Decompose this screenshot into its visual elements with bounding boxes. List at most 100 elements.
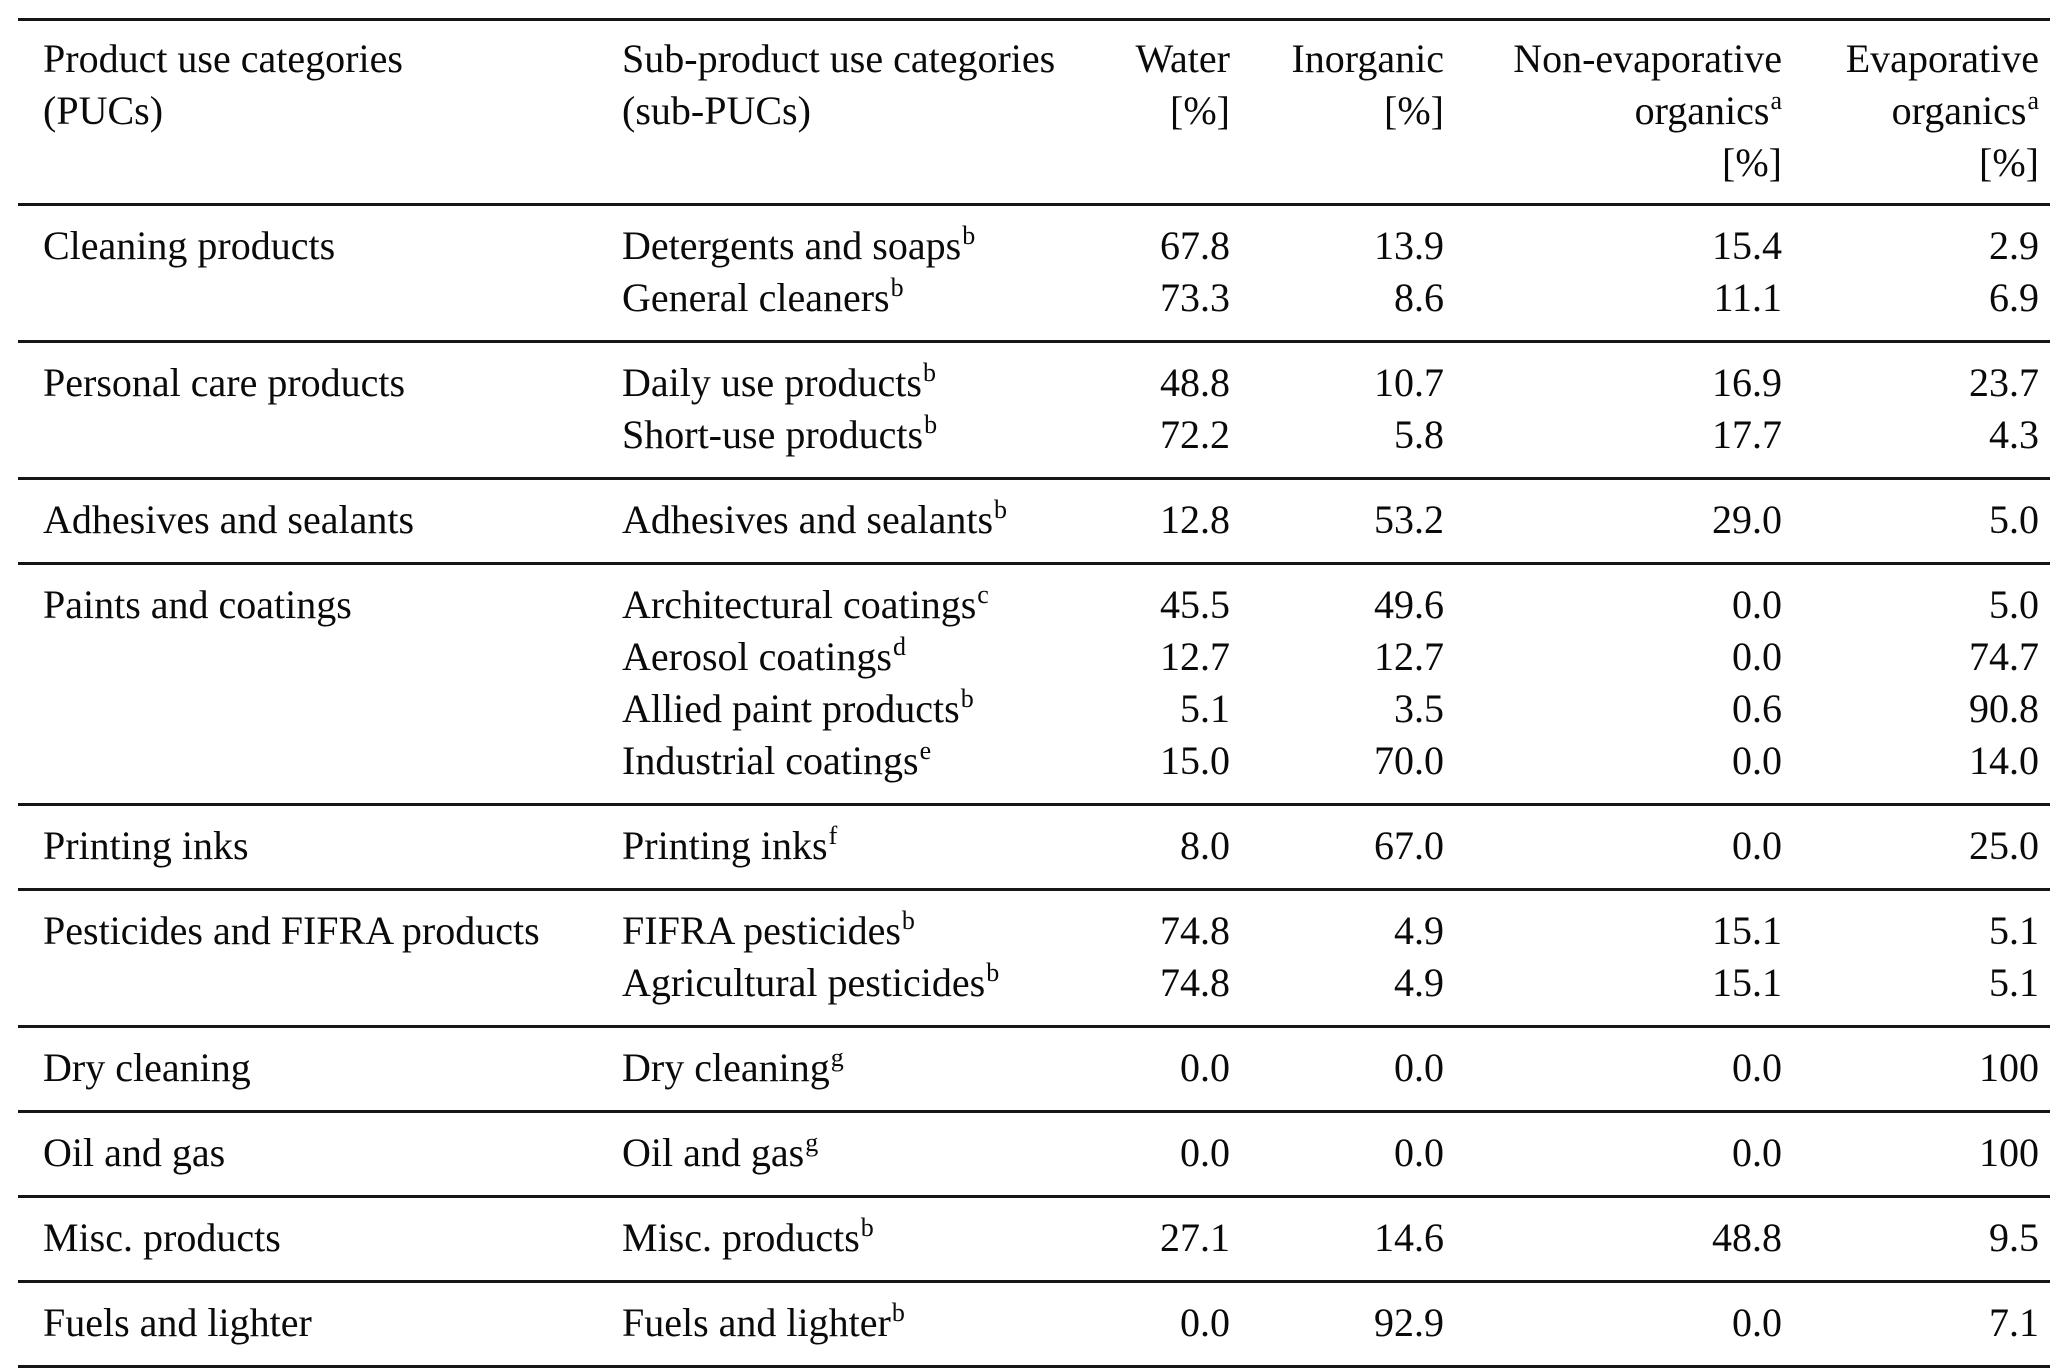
subpuc-label: Oil and gas bbox=[622, 1130, 805, 1175]
puc-cell: Pesticides and FIFRA products bbox=[43, 908, 540, 953]
evap-value-cell: 90.8 bbox=[1969, 686, 2039, 731]
subpuc-cell: Agricultural pesticidesb bbox=[622, 957, 1072, 1027]
footnote-marker-g: g bbox=[830, 1043, 844, 1072]
header-nonevap-word: organics bbox=[1634, 88, 1770, 133]
header-subpuc-line2: (sub-PUCs) bbox=[622, 88, 811, 133]
table-row: Adhesives and sealants Adhesives and seal… bbox=[18, 479, 2050, 564]
footnote-marker-c: c bbox=[977, 580, 989, 609]
composition-table: Product use categories (PUCs) Sub-produc… bbox=[18, 18, 2050, 1368]
evap-value-cell: 5.1 bbox=[1989, 908, 2039, 953]
footnote-marker-b: b bbox=[922, 358, 936, 387]
nonevap-value-cell: 16.9 bbox=[1712, 360, 1782, 405]
footnote-marker-b: b bbox=[994, 495, 1008, 524]
footnote-marker-g: g bbox=[805, 1128, 819, 1157]
paper-table-page: Product use categories (PUCs) Sub-produc… bbox=[0, 18, 2067, 1371]
footnote-marker-b: b bbox=[891, 1298, 905, 1327]
table-group: Fuels and lighter Fuels and lighterb 0.0 92… bbox=[18, 1281, 2050, 1367]
water-value-cell: 12.7 bbox=[1160, 634, 1230, 679]
puc-cell: Misc. products bbox=[43, 1215, 281, 1260]
header-water: Water [%] bbox=[1072, 20, 1231, 205]
subpuc-cell: Industrial coatingse bbox=[622, 735, 1072, 805]
footnote-marker-a: a bbox=[2027, 86, 2039, 115]
inorganic-value-cell: 0.0 bbox=[1394, 1130, 1444, 1175]
water-value-cell: 73.3 bbox=[1160, 275, 1230, 320]
subpuc-cell: Detergents and soapsb bbox=[622, 205, 1072, 273]
nonevap-value-cell: 0.0 bbox=[1732, 823, 1782, 868]
evap-value-cell: 74.7 bbox=[1969, 634, 2039, 679]
table-row: Misc. products Misc. productsb 27.1 14.6 48.… bbox=[18, 1197, 2050, 1282]
nonevap-value-cell: 48.8 bbox=[1712, 1215, 1782, 1260]
subpuc-cell: Short-use productsb bbox=[622, 409, 1072, 479]
header-evap-word: organics bbox=[1891, 88, 2027, 133]
water-value-cell: 72.2 bbox=[1160, 412, 1230, 457]
water-value-cell: 74.8 bbox=[1160, 908, 1230, 953]
nonevap-value-cell: 15.4 bbox=[1712, 223, 1782, 268]
subpuc-cell: Fuels and lighterb bbox=[622, 1282, 1072, 1367]
water-value-cell: 67.8 bbox=[1160, 223, 1230, 268]
nonevap-value-cell: 0.0 bbox=[1732, 738, 1782, 783]
subpuc-label: Aerosol coatings bbox=[622, 634, 892, 679]
header-inorganic: Inorganic [%] bbox=[1230, 20, 1444, 205]
subpuc-cell: Architectural coatingsc bbox=[622, 564, 1072, 632]
evap-value-cell: 23.7 bbox=[1969, 360, 2039, 405]
subpuc-cell: Dry cleaningg bbox=[622, 1027, 1072, 1112]
table-row: Oil and gas Oil and gasg 0.0 0.0 0.0 100 bbox=[18, 1112, 2050, 1197]
puc-cell: Cleaning products bbox=[43, 223, 336, 268]
footnote-marker-b: b bbox=[924, 410, 938, 439]
header-puc-line1: Product use categories bbox=[43, 36, 403, 81]
subpuc-label: Industrial coatings bbox=[622, 738, 919, 783]
table-group: Adhesives and sealants Adhesives and seal… bbox=[18, 478, 2050, 564]
puc-cell: Dry cleaning bbox=[43, 1045, 251, 1090]
water-value-cell: 48.8 bbox=[1160, 360, 1230, 405]
inorganic-value-cell: 13.9 bbox=[1374, 223, 1444, 268]
water-value-cell: 0.0 bbox=[1180, 1300, 1230, 1345]
inorganic-value-cell: 4.9 bbox=[1394, 960, 1444, 1005]
table-group: Cleaning products Detergents and soapsb 67… bbox=[18, 204, 2050, 342]
table-row: Dry cleaning Dry cleaningg 0.0 0.0 0.0 100 bbox=[18, 1027, 2050, 1112]
water-value-cell: 15.0 bbox=[1160, 738, 1230, 783]
header-evap-line2: organicsa bbox=[1782, 85, 2039, 137]
footnote-marker-e: e bbox=[919, 736, 932, 765]
evap-value-cell: 25.0 bbox=[1969, 823, 2039, 868]
table-row: Cleaning products Detergents and soapsb 67… bbox=[18, 205, 2050, 273]
header-water-unit: [%] bbox=[1170, 88, 1230, 133]
table-group: Oil and gas Oil and gasg 0.0 0.0 0.0 100 bbox=[18, 1111, 2050, 1197]
footnote-marker-b: b bbox=[960, 684, 974, 713]
water-value-cell: 12.8 bbox=[1160, 497, 1230, 542]
nonevap-value-cell: 29.0 bbox=[1712, 497, 1782, 542]
subpuc-label: Daily use products bbox=[622, 360, 922, 405]
evap-value-cell: 5.1 bbox=[1989, 960, 2039, 1005]
header-water-label: Water bbox=[1135, 36, 1231, 81]
puc-cell: Oil and gas bbox=[43, 1130, 226, 1175]
table-group: Pesticides and FIFRA products FIFRA pesti… bbox=[18, 889, 2050, 1027]
evap-value-cell: 7.1 bbox=[1989, 1300, 2039, 1345]
header-nonevap-unit: [%] bbox=[1722, 140, 1782, 185]
subpuc-label: Detergents and soaps bbox=[622, 223, 962, 268]
footnote-marker-d: d bbox=[892, 632, 906, 661]
table-row: Paints and coatings Architectural coating… bbox=[18, 564, 2050, 632]
subpuc-cell: Misc. productsb bbox=[622, 1197, 1072, 1282]
table-group: Paints and coatings Architectural coating… bbox=[18, 563, 2050, 805]
puc-cell: Fuels and lighter bbox=[43, 1300, 312, 1345]
inorganic-value-cell: 12.7 bbox=[1374, 634, 1444, 679]
inorganic-value-cell: 92.9 bbox=[1374, 1300, 1444, 1345]
subpuc-cell: General cleanersb bbox=[622, 272, 1072, 342]
subpuc-cell: FIFRA pesticidesb bbox=[622, 890, 1072, 958]
table-group: Dry cleaning Dry cleaningg 0.0 0.0 0.0 100 bbox=[18, 1026, 2050, 1112]
inorganic-value-cell: 49.6 bbox=[1374, 582, 1444, 627]
subpuc-label: Architectural coatings bbox=[622, 582, 977, 627]
subpuc-cell: Printing inksf bbox=[622, 805, 1072, 890]
subpuc-label: General cleaners bbox=[622, 275, 890, 320]
evap-value-cell: 6.9 bbox=[1989, 275, 2039, 320]
nonevap-value-cell: 0.0 bbox=[1732, 634, 1782, 679]
inorganic-value-cell: 70.0 bbox=[1374, 738, 1444, 783]
header-nonevap: Non-evaporative organicsa [%] bbox=[1444, 20, 1782, 205]
inorganic-value-cell: 67.0 bbox=[1374, 823, 1444, 868]
footnote-marker-b: b bbox=[986, 958, 1000, 987]
table-row: General cleanersb 73.3 8.6 11.1 6.9 bbox=[18, 272, 2050, 342]
water-value-cell: 74.8 bbox=[1160, 960, 1230, 1005]
nonevap-value-cell: 0.0 bbox=[1732, 1045, 1782, 1090]
table-row: Fuels and lighter Fuels and lighterb 0.0 92… bbox=[18, 1282, 2050, 1367]
header-subpuc-line1: Sub-product use categories bbox=[622, 36, 1056, 81]
inorganic-value-cell: 3.5 bbox=[1394, 686, 1444, 731]
